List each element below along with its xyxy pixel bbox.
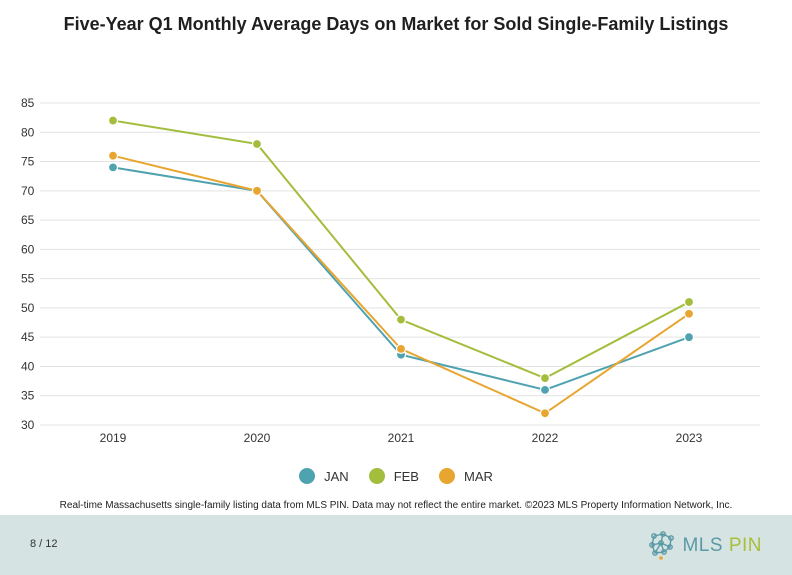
- x-tick-label-2020: 2020: [244, 431, 271, 445]
- y-tick-label-45: 45: [21, 330, 35, 344]
- y-tick-label-75: 75: [21, 155, 35, 169]
- legend-item-mar[interactable]: MAR: [438, 468, 493, 484]
- y-tick-label-55: 55: [21, 272, 35, 286]
- legend-item-jan[interactable]: JAN: [299, 468, 349, 484]
- data-point-feb-2023: [683, 296, 695, 308]
- y-tick-label-85: 85: [21, 96, 35, 110]
- data-point-mar-2021: [395, 343, 407, 354]
- y-tick-label-50: 50: [21, 301, 35, 315]
- y-tick-label-65: 65: [21, 213, 35, 227]
- logo-wordmark: MLS PIN: [682, 535, 762, 556]
- legend-label-feb: FEB: [393, 468, 419, 484]
- chart-title: Five-Year Q1 Monthly Average Days on Mar…: [63, 14, 729, 34]
- data-point-mar-2022: [539, 408, 551, 419]
- x-tick-label-2022: 2022: [532, 431, 559, 445]
- mls-pin-logo: MLS PIN: [648, 531, 762, 561]
- y-tick-label-80: 80: [21, 125, 35, 139]
- data-point-feb-2019: [107, 115, 119, 126]
- line-chart: 30 35 40 45 50 55 60 65 70 75 80 85 2019 2020 2021 2022…: [21, 96, 760, 445]
- y-tick-label-40: 40: [21, 359, 35, 373]
- data-point-feb-2021: [395, 314, 407, 325]
- legend-swatch-jan: [299, 468, 316, 484]
- legend-label-jan: JAN: [324, 468, 349, 484]
- data-point-mar-2023: [683, 308, 695, 319]
- source-note: Real-time Massachusetts single-family li…: [59, 500, 733, 511]
- data-point-feb-2020: [251, 138, 263, 150]
- x-tick-label-2021: 2021: [388, 431, 415, 445]
- series-line-mar: [112, 154, 690, 415]
- chart-legend: JAN FEB MAR: [0, 468, 792, 484]
- data-point-jan-2019: [107, 162, 119, 173]
- page-number: 8 / 12: [30, 538, 58, 550]
- y-tick-label-30: 30: [21, 418, 35, 432]
- y-tick-label-70: 70: [21, 184, 35, 198]
- legend-swatch-mar: [438, 468, 455, 484]
- legend-swatch-feb: [368, 468, 385, 484]
- network-logo-icon: [649, 531, 675, 560]
- y-tick-label-60: 60: [21, 242, 35, 256]
- legend-item-feb[interactable]: FEB: [368, 468, 419, 484]
- x-tick-label-2019: 2019: [100, 431, 127, 445]
- data-point-jan-2023: [683, 332, 695, 343]
- legend-label-mar: MAR: [463, 468, 493, 484]
- data-point-mar-2019: [107, 150, 119, 161]
- y-tick-label-35: 35: [21, 389, 35, 403]
- data-point-jan-2022: [539, 384, 551, 395]
- page-footer: 8 / 12 MLS PIN: [0, 515, 792, 575]
- x-tick-label-2023: 2023: [676, 431, 703, 445]
- data-point-mar-2020: [251, 185, 263, 196]
- data-point-feb-2022: [539, 373, 551, 384]
